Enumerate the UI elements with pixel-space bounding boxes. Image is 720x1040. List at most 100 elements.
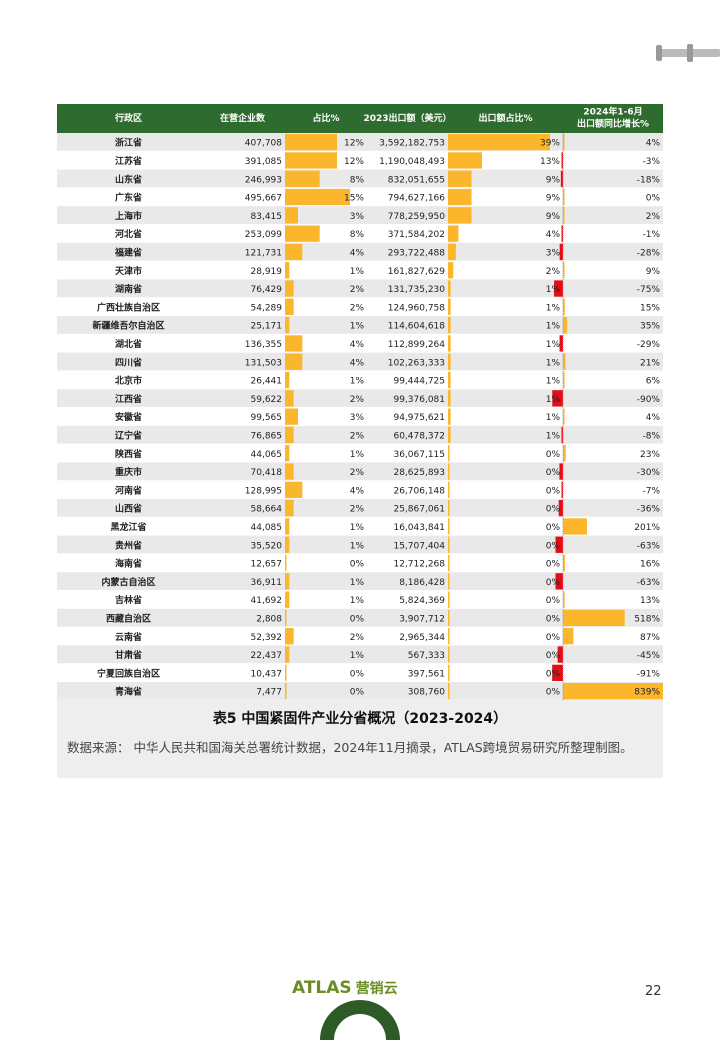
cell: 22,437 <box>251 651 283 661</box>
cell: -30% <box>637 468 661 478</box>
cell: 76,429 <box>251 285 283 295</box>
cell: 黑龙江省 <box>110 521 146 533</box>
growth-bar <box>563 445 566 462</box>
cell: 2,808 <box>256 614 282 624</box>
cell: 76,865 <box>251 431 283 441</box>
cell: 4% <box>350 486 365 496</box>
cell: 0% <box>546 450 561 460</box>
cell: -90% <box>637 395 661 405</box>
cell: 2% <box>350 395 365 405</box>
cell: 0% <box>546 596 561 606</box>
cell: 2% <box>350 468 365 478</box>
export-share-bar <box>448 628 450 645</box>
growth-bar <box>563 188 565 206</box>
share-bar <box>285 134 337 151</box>
cell: 9% <box>546 212 561 222</box>
cell: 59,622 <box>251 395 283 405</box>
cell: 1% <box>546 340 561 350</box>
row-stripe <box>57 279 663 298</box>
cell: 0% <box>350 560 365 570</box>
share-bar <box>285 426 294 444</box>
share-bar <box>285 463 294 480</box>
cell: 安徽省 <box>115 411 142 423</box>
cell: 3% <box>350 212 365 222</box>
cell: 3% <box>546 248 561 258</box>
export-share-bar <box>448 481 450 498</box>
share-bar <box>285 262 290 279</box>
cell: -8% <box>642 431 660 441</box>
cell: 124,960,758 <box>388 303 446 313</box>
cell: 518% <box>634 614 660 624</box>
share-bar <box>285 628 294 645</box>
cell: 0% <box>546 468 561 478</box>
cell: 28,919 <box>251 267 283 277</box>
cell: -45% <box>637 651 661 661</box>
cell: 2% <box>546 267 561 277</box>
growth-bar <box>559 243 563 261</box>
export-share-bar <box>448 664 450 681</box>
share-bar <box>285 554 287 572</box>
cell: 112,899,264 <box>388 340 446 350</box>
growth-bar <box>557 646 563 663</box>
cell: 0% <box>646 194 661 204</box>
export-share-bar <box>448 463 450 480</box>
cell: 2% <box>646 212 661 222</box>
cell: 0% <box>546 541 561 551</box>
cell: 1% <box>350 523 365 533</box>
growth-bar <box>560 170 563 187</box>
logo: ATLAS 营销云 <box>292 978 398 998</box>
cell: 广西壮族自治区 <box>97 301 160 313</box>
cell: 44,065 <box>251 450 283 460</box>
export-share-bar <box>448 335 451 352</box>
cell: -36% <box>637 505 661 515</box>
export-share-bar <box>448 225 459 242</box>
cell: 39% <box>540 139 560 149</box>
share-bar <box>285 335 303 352</box>
share-bar <box>285 408 298 425</box>
growth-bar <box>563 298 565 315</box>
caption: 表5 中国紧固件产业分省概况（2023-2024） <box>212 711 508 727</box>
export-share-bar <box>448 188 472 206</box>
cell: 陕西省 <box>115 448 142 460</box>
cell: 128,995 <box>245 486 282 496</box>
logo-text: ATLAS <box>292 978 352 998</box>
row-stripe <box>57 389 663 408</box>
share-bar <box>285 664 287 681</box>
cell: 1% <box>350 651 365 661</box>
cell: 16% <box>640 560 660 570</box>
cell: 13% <box>540 157 560 167</box>
growth-bar <box>552 390 563 407</box>
cell: 1% <box>546 395 561 405</box>
row-stripe <box>57 169 663 188</box>
cell: -29% <box>637 340 661 350</box>
cell: 567,333 <box>408 651 445 661</box>
row-stripe <box>57 206 663 225</box>
cell: 1% <box>546 285 561 295</box>
cell: 重庆市 <box>115 466 142 478</box>
cell: 4% <box>350 248 365 258</box>
cell: 308,760 <box>408 688 445 698</box>
cell: 3,907,712 <box>399 614 445 624</box>
logo-suffix: 营销云 <box>355 981 398 997</box>
growth-bar <box>563 518 587 535</box>
export-share-bar <box>448 298 451 315</box>
cell: 371,584,202 <box>388 230 445 240</box>
cell: 201% <box>634 523 660 533</box>
cell: 北京市 <box>115 375 142 387</box>
cell: 3% <box>350 413 365 423</box>
export-share-bar <box>448 390 451 407</box>
cell: 102,263,333 <box>388 358 445 368</box>
share-bar <box>285 170 320 187</box>
cell: 江西省 <box>115 393 142 405</box>
cell: 26,441 <box>251 377 283 387</box>
source-note: 数据来源： 中华人民共和国海关总署统计数据，2024年11月摘录，ATLAS跨境… <box>67 740 633 755</box>
cell: -63% <box>637 541 661 551</box>
cell: 湖南省 <box>115 283 142 295</box>
share-bar <box>285 536 290 553</box>
cell: 宁夏回族自治区 <box>97 667 160 679</box>
growth-bar <box>563 591 565 608</box>
cell: -3% <box>642 157 660 167</box>
cell: 407,708 <box>245 139 282 149</box>
cell: 99,376,081 <box>393 395 445 405</box>
cell: 60,478,372 <box>393 431 445 441</box>
